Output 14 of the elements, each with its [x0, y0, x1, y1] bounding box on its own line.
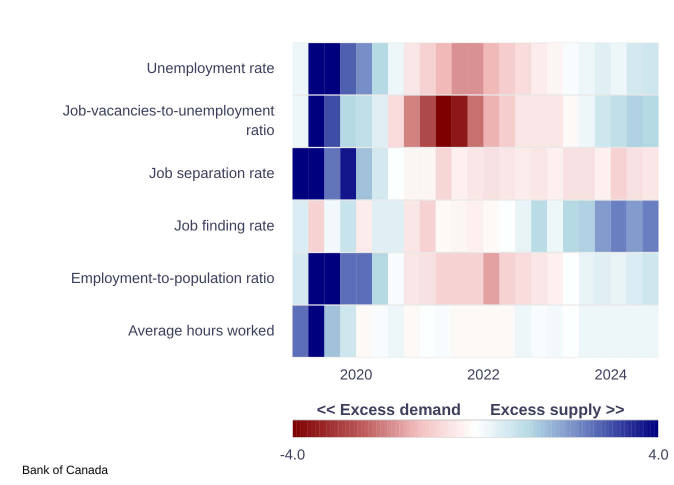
x-tick-label: 2020 — [340, 368, 372, 384]
y-tick-label: Job separation rate — [149, 166, 275, 182]
x-tick-label: 2022 — [467, 368, 500, 384]
color-bar-label: -4.0 — [280, 448, 306, 464]
text: Excess supply >> — [490, 402, 624, 419]
y-tick-label: Average hours worked — [128, 323, 275, 340]
text: << Excess demand — [316, 402, 461, 419]
y-tick-label: Job-vacancies-to-unemployment ratio — [62, 104, 275, 139]
y-tick-label: Job finding rate — [174, 218, 274, 234]
x-tick-label: 2024 — [594, 368, 628, 384]
text: Bank of Canada — [22, 462, 108, 479]
y-tick-label: Unemployment rate — [146, 60, 275, 77]
y-tick-label: Employment-to-population ratio — [70, 270, 275, 287]
color-bar-label: 4.0 — [648, 448, 669, 464]
